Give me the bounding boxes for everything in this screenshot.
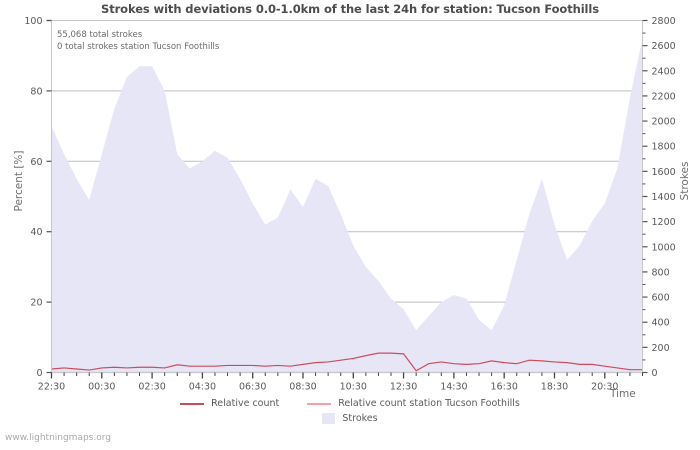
svg-text:04:30: 04:30 <box>189 382 216 393</box>
svg-text:08:30: 08:30 <box>289 382 316 393</box>
svg-text:16:30: 16:30 <box>490 382 517 393</box>
x-axis-label: Time <box>610 388 636 400</box>
svg-text:1000: 1000 <box>652 242 676 253</box>
svg-text:1600: 1600 <box>652 167 676 178</box>
legend-row-1: Relative count Relative count station Tu… <box>0 396 700 411</box>
svg-text:600: 600 <box>652 293 670 304</box>
svg-text:2600: 2600 <box>652 41 676 52</box>
svg-text:20:30: 20:30 <box>591 382 618 393</box>
svg-text:10:30: 10:30 <box>340 382 367 393</box>
legend-line-swatch-icon <box>307 402 332 405</box>
legend-row-2: Strokes <box>0 411 700 426</box>
y-axis-right-ticks: 0 200 400 600 800 1000 1200 1400 1600 1800 2000 220… <box>642 16 676 379</box>
x-axis-ticks: 22:30 00:30 02:30 04:30 06:30 08:30 10:30 12:30… <box>38 372 643 393</box>
svg-text:1400: 1400 <box>652 192 676 203</box>
svg-text:18:30: 18:30 <box>541 382 568 393</box>
svg-text:20: 20 <box>30 298 42 309</box>
svg-text:800: 800 <box>652 267 670 278</box>
annotation-station-strokes: 0 total strokes station Tucson Foothills <box>57 42 220 52</box>
svg-text:2400: 2400 <box>652 66 676 77</box>
svg-text:00:30: 00:30 <box>88 382 115 393</box>
svg-text:14:30: 14:30 <box>440 382 467 393</box>
legend-item-relative-count-station[interactable]: Relative count station Tucson Foothills <box>307 398 520 409</box>
svg-text:400: 400 <box>652 318 670 329</box>
svg-text:06:30: 06:30 <box>239 382 266 393</box>
svg-text:60: 60 <box>30 157 42 168</box>
legend-label-relative-count: Relative count <box>211 398 280 409</box>
footer-watermark: www.lightningmaps.org <box>5 433 111 443</box>
legend-item-strokes[interactable]: Strokes <box>322 413 378 424</box>
svg-text:0: 0 <box>652 368 658 379</box>
y-axis-left-label: Percent [%] <box>13 150 25 212</box>
y-axis-right-label: Strokes <box>679 161 691 201</box>
legend-box-swatch-icon <box>322 413 336 424</box>
y-axis-left-ticks: 0 20 40 60 80 100 <box>24 16 52 379</box>
legend-item-relative-count[interactable]: Relative count <box>180 398 279 409</box>
svg-text:40: 40 <box>30 227 42 238</box>
svg-text:100: 100 <box>24 16 42 27</box>
svg-text:2200: 2200 <box>652 91 676 102</box>
svg-text:2800: 2800 <box>652 16 676 27</box>
chart-legend: Relative count Relative count station Tu… <box>0 396 700 426</box>
svg-text:200: 200 <box>652 343 670 354</box>
legend-label-strokes: Strokes <box>342 413 378 424</box>
svg-text:2000: 2000 <box>652 117 676 128</box>
svg-text:1200: 1200 <box>652 217 676 228</box>
svg-text:22:30: 22:30 <box>38 382 65 393</box>
svg-text:1800: 1800 <box>652 142 676 153</box>
svg-text:12:30: 12:30 <box>390 382 417 393</box>
legend-line-swatch-icon <box>180 402 205 405</box>
svg-text:80: 80 <box>30 86 42 97</box>
chart-title: Strokes with deviations 0.0-1.0km of the… <box>101 2 599 16</box>
svg-text:0: 0 <box>36 368 42 379</box>
legend-label-relative-count-station: Relative count station Tucson Foothills <box>338 398 520 409</box>
strokes-area-series <box>51 38 643 373</box>
svg-text:02:30: 02:30 <box>138 382 165 393</box>
annotation-total-strokes: 55,068 total strokes <box>57 30 143 40</box>
